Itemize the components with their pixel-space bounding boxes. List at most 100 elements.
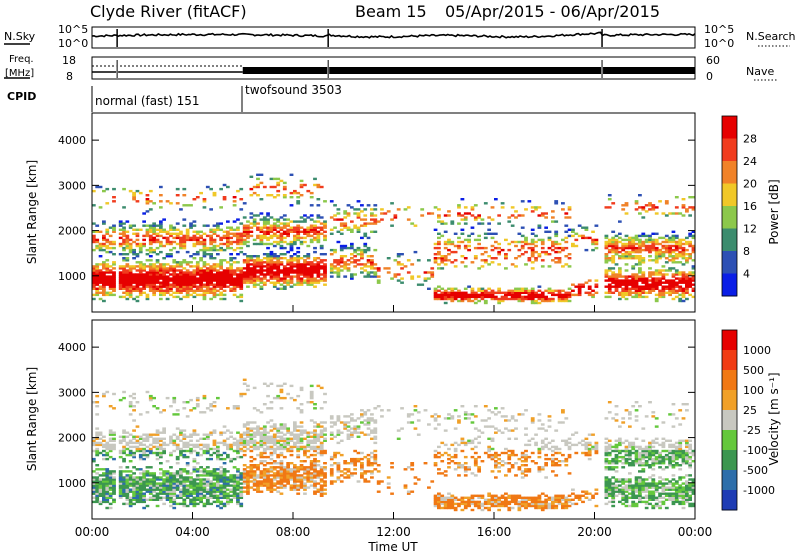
range-cell (450, 299, 455, 303)
range-cell (618, 220, 622, 223)
range-cell (483, 202, 488, 205)
range-cell (624, 263, 629, 266)
range-cell (209, 470, 213, 473)
range-cell (279, 277, 284, 280)
range-cell (681, 238, 686, 242)
range-cell (437, 498, 441, 501)
range-cell (252, 259, 257, 262)
range-cell (102, 293, 106, 297)
range-cell (179, 476, 183, 479)
range-cell (226, 238, 230, 242)
range-cell (249, 429, 254, 432)
range-cell (172, 486, 177, 489)
range-cell (289, 263, 294, 266)
range-cell (205, 269, 210, 272)
range-cell (252, 271, 257, 274)
range-cell (661, 246, 666, 250)
range-cell (112, 392, 116, 396)
range-cell (360, 253, 364, 256)
range-cell (286, 269, 290, 272)
range-cell (440, 498, 445, 501)
range-cell (299, 230, 304, 233)
range-cell (138, 267, 143, 270)
range-cell (500, 299, 505, 303)
range-cell (621, 291, 626, 294)
range-cell (604, 261, 609, 264)
range-cell (179, 240, 183, 244)
range-cell (413, 405, 418, 408)
range-cell (293, 433, 297, 436)
range-cell (547, 299, 552, 303)
range-cell (125, 242, 130, 246)
range-cell (125, 236, 130, 240)
range-cell (547, 253, 552, 256)
range-cell (236, 267, 240, 270)
range-cell (132, 265, 136, 268)
range-cell (664, 273, 669, 276)
range-cell (323, 263, 327, 266)
range-cell (165, 472, 170, 475)
range-cell (192, 492, 197, 495)
range-cell (259, 287, 264, 290)
range-cell (92, 484, 96, 487)
range-cell (185, 230, 190, 233)
range-cell (323, 236, 327, 240)
range-cell (303, 488, 307, 491)
range-cell (678, 261, 683, 264)
range-cell (654, 248, 659, 252)
range-cell (504, 297, 508, 301)
range-cell (249, 281, 254, 284)
range-cell (118, 466, 123, 469)
range-cell (286, 476, 290, 479)
range-cell (581, 285, 585, 288)
range-cell (246, 281, 250, 284)
range-cell (303, 259, 307, 262)
range-cell (607, 257, 612, 260)
range-cell (547, 265, 552, 268)
range-cell (162, 490, 166, 493)
range-cell (165, 253, 170, 256)
power-ylabel: Slant Range [km] (25, 160, 39, 264)
range-cell (112, 482, 116, 485)
range-cell (182, 455, 187, 459)
range-cell (671, 250, 676, 254)
range-cell (175, 447, 180, 451)
range-cell (222, 248, 227, 252)
range-cell (296, 435, 301, 438)
range-cell (668, 285, 672, 288)
range-cell (102, 273, 106, 276)
range-cell (276, 486, 281, 489)
range-cell (122, 265, 126, 268)
range-cell (266, 470, 270, 473)
range-cell (450, 293, 455, 297)
range-cell (132, 396, 136, 400)
range-cell (276, 189, 281, 193)
range-cell (661, 250, 666, 254)
range-cell (102, 271, 106, 274)
range-cell (658, 200, 662, 203)
range-cell (135, 255, 140, 258)
range-cell (306, 470, 311, 473)
range-cell (122, 445, 126, 449)
range-cell (172, 269, 177, 272)
range-cell (296, 437, 301, 440)
range-cell (611, 250, 616, 254)
range-cell (282, 281, 287, 284)
range-cell (557, 299, 562, 303)
range-cell (249, 441, 254, 445)
range-cell (175, 269, 180, 272)
range-cell (212, 476, 217, 479)
range-cell (279, 470, 284, 473)
range-cell (155, 447, 160, 451)
range-cell (122, 275, 126, 278)
range-cell (614, 238, 619, 242)
range-cell (437, 504, 441, 508)
range-cell (561, 265, 565, 268)
range-cell (112, 283, 116, 286)
range-cell (457, 212, 461, 215)
range-cell (192, 265, 197, 268)
range-cell (132, 478, 136, 481)
range-cell (350, 413, 354, 416)
range-cell (95, 498, 100, 501)
range-cell (621, 289, 626, 292)
